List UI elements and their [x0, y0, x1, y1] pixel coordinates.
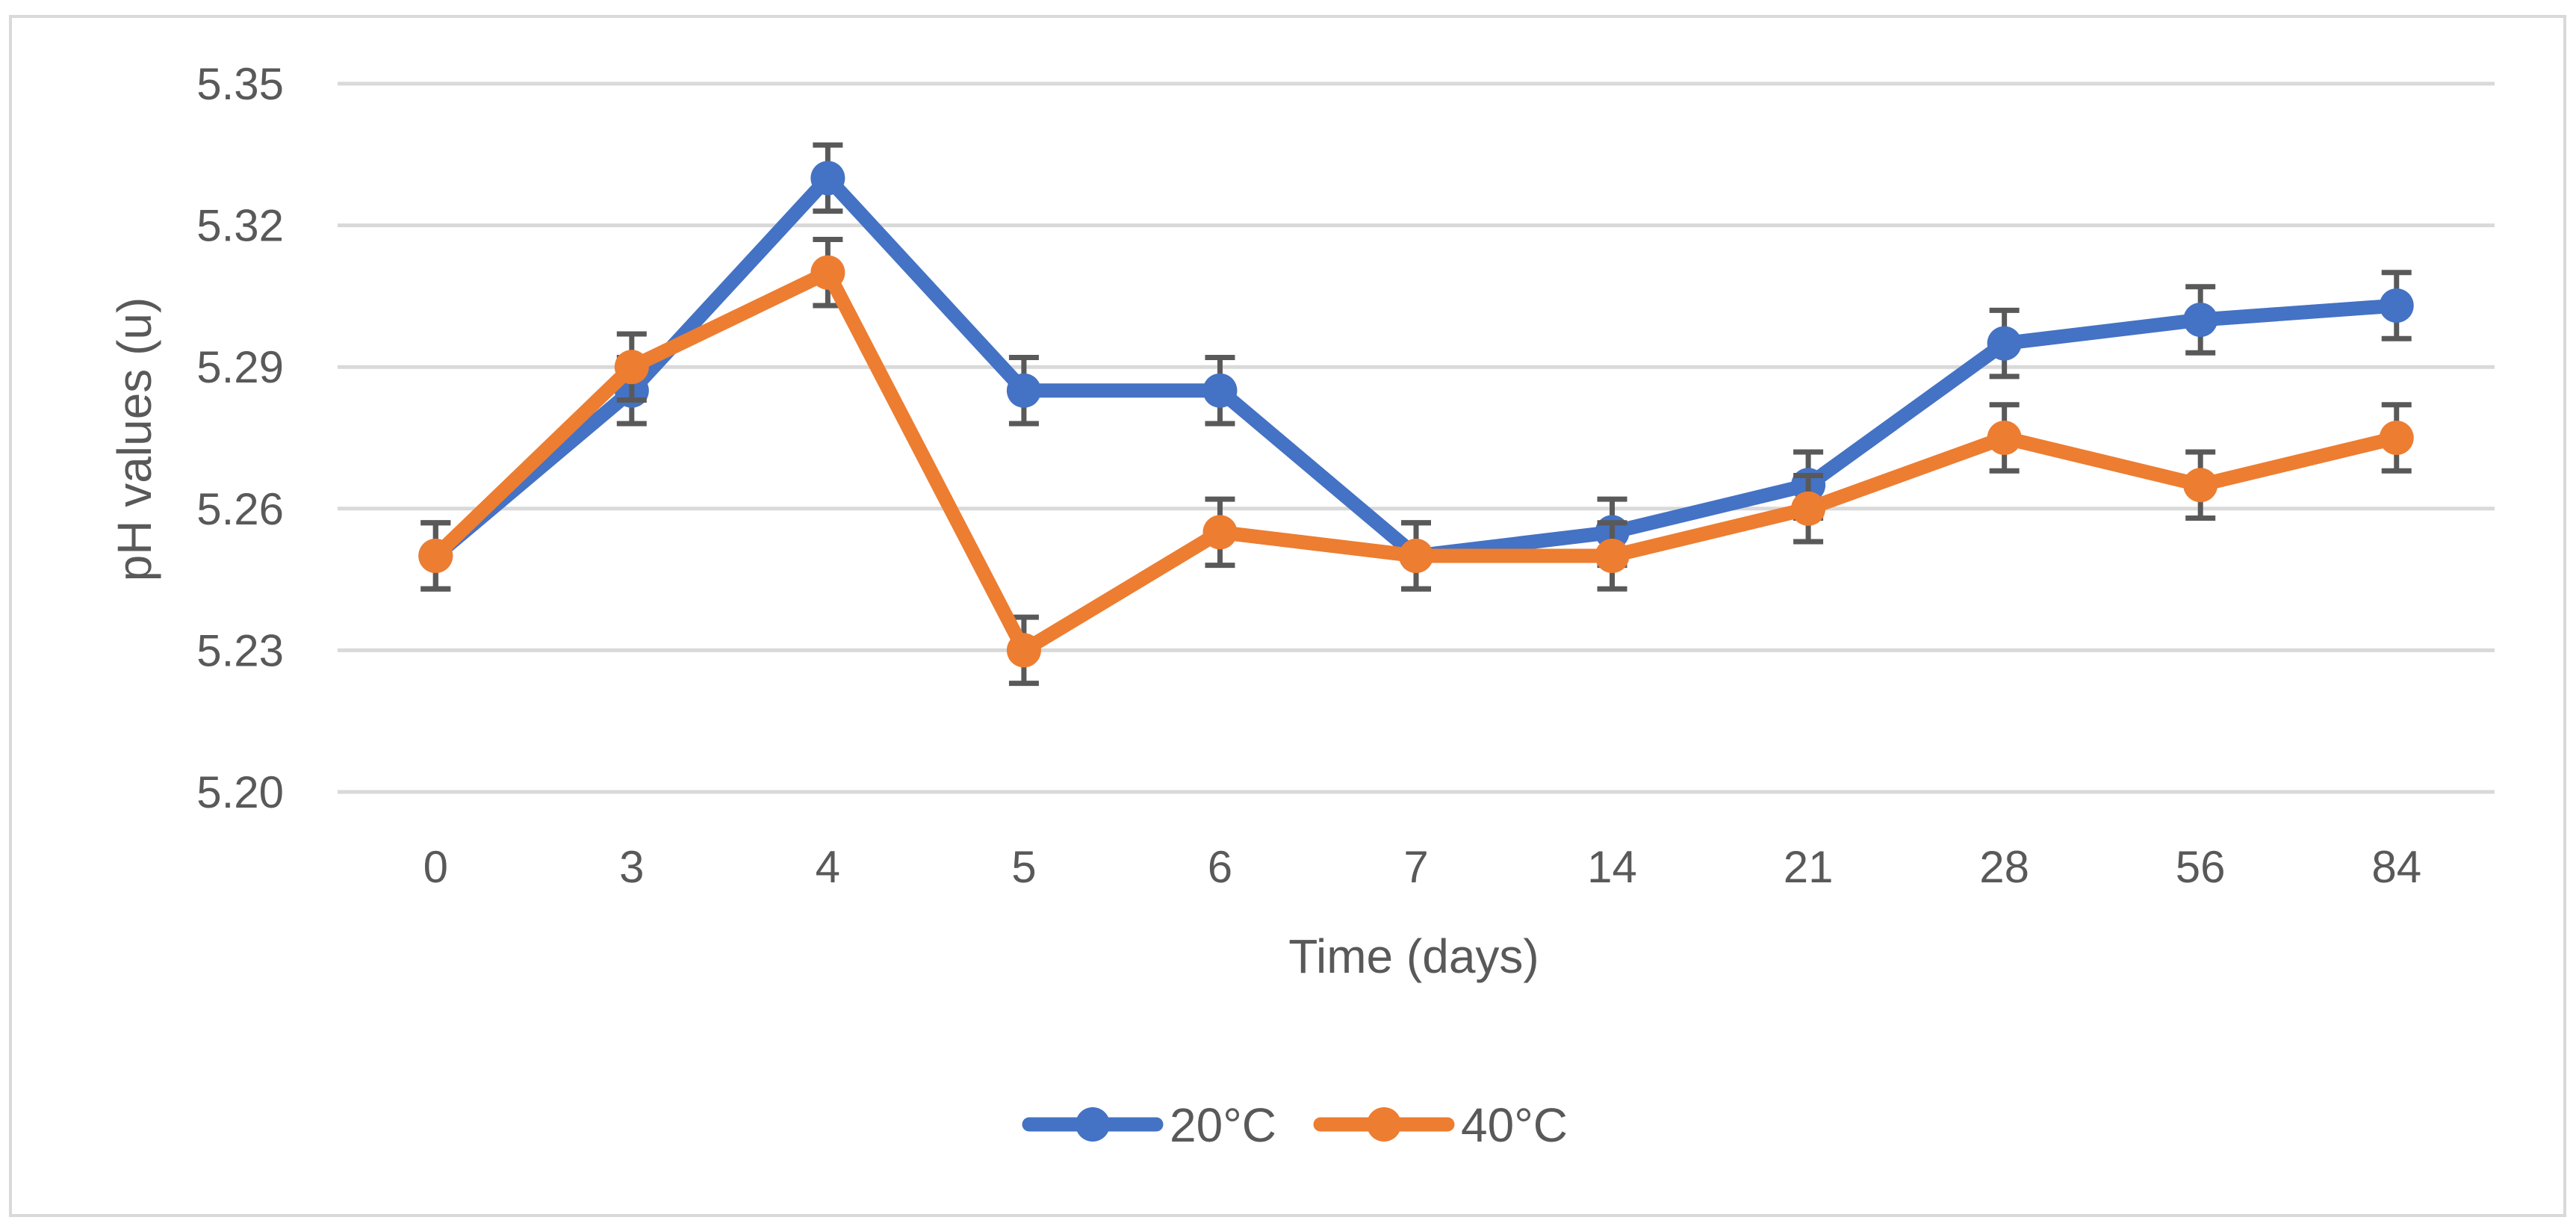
legend: 20°C 40°C	[1022, 1098, 1568, 1152]
data-point	[1399, 539, 1433, 573]
data-point	[2379, 421, 2414, 455]
data-point	[1791, 491, 1826, 526]
legend-swatch-marker	[1076, 1107, 1110, 1142]
data-point	[2183, 468, 2218, 503]
legend-swatch-marker	[1367, 1107, 1401, 1142]
data-point	[2379, 288, 2414, 323]
data-point	[1006, 373, 1041, 408]
y-tick-label: 5.20	[196, 767, 284, 817]
y-tick-label: 5.23	[196, 625, 284, 675]
data-point	[418, 539, 453, 573]
y-axis-title: pH values (u)	[108, 297, 161, 582]
data-point	[810, 255, 845, 290]
data-point	[1202, 373, 1238, 408]
x-tick-label: 28	[1979, 842, 2029, 892]
data-point	[1987, 326, 2022, 361]
data-point	[1595, 539, 1630, 573]
legend-item: 40°C	[1313, 1098, 1568, 1152]
x-tick-label: 3	[619, 842, 644, 892]
x-tick-label: 6	[1208, 842, 1232, 892]
y-tick-label: 5.35	[196, 59, 284, 109]
x-tick-label: 84	[2371, 842, 2421, 892]
data-point	[810, 161, 845, 196]
legend-label: 20°C	[1170, 1098, 1276, 1152]
x-tick-label: 21	[1784, 842, 1834, 892]
y-tick-label: 5.26	[196, 484, 284, 534]
data-point	[1202, 515, 1238, 550]
x-axis-ticks: 0 3 4 5 6 7 14 21 28 56 84	[423, 842, 2422, 892]
legend-label: 40°C	[1461, 1098, 1568, 1152]
y-tick-label: 5.32	[196, 201, 284, 251]
data-point	[2183, 303, 2218, 337]
y-axis-ticks: 5.20 5.23 5.26 5.29 5.32 5.35	[196, 59, 284, 817]
x-axis-title: Time (days)	[1288, 929, 1539, 983]
series-group	[418, 142, 2414, 687]
x-tick-label: 14	[1587, 842, 1637, 892]
x-tick-label: 5	[1011, 842, 1036, 892]
data-point	[1006, 633, 1041, 668]
x-tick-label: 56	[2176, 842, 2226, 892]
x-tick-label: 0	[423, 842, 448, 892]
data-point	[614, 350, 649, 385]
gridlines	[338, 81, 2495, 794]
y-tick-label: 5.29	[196, 342, 284, 392]
series-2	[418, 237, 2414, 687]
chart-frame	[9, 15, 2566, 1217]
data-point	[1987, 421, 2022, 455]
legend-item: 20°C	[1022, 1098, 1276, 1152]
x-tick-label: 4	[816, 842, 840, 892]
x-tick-label: 7	[1403, 842, 1428, 892]
